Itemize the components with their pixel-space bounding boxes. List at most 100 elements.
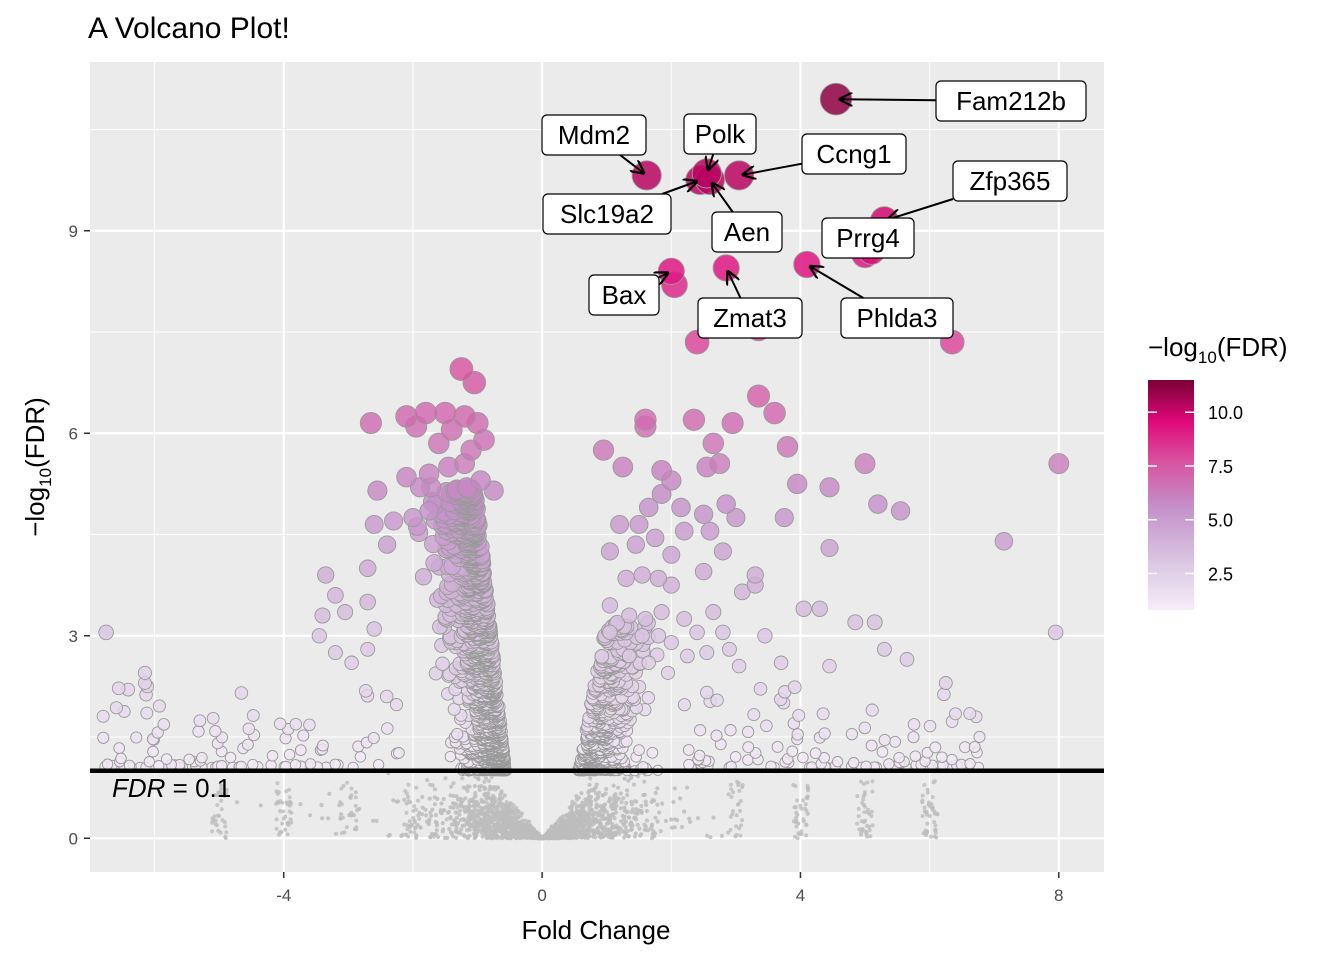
nonsig-point [428,810,433,815]
nonsig-point [554,827,560,833]
significant-point [337,604,354,621]
nonsig-point [353,790,358,795]
nonsig-point [477,816,482,821]
nonsig-point [479,806,484,811]
nonsig-point [502,827,507,832]
gene-label-bax: Bax [602,280,647,310]
significant-point [196,751,208,764]
nonsig-point [795,836,800,841]
nonsig-point [502,831,507,837]
significant-point [453,405,476,428]
nonsig-point [445,810,451,815]
nonsig-point [416,813,421,818]
nonsig-point [466,809,472,814]
significant-point [246,709,260,722]
nonsig-point [805,811,810,817]
nonsig-point [461,785,466,790]
y-tick-label: 3 [69,627,78,646]
nonsig-point [639,803,644,809]
significant-point [612,456,634,478]
nonsig-point [408,829,413,834]
significant-point [994,532,1014,551]
significant-point [820,538,839,558]
nonsig-point [281,809,286,814]
nonsig-point [274,817,279,822]
nonsig-point [498,812,503,817]
nonsig-point [215,803,220,807]
nonsig-point [592,830,597,835]
significant-point [359,593,376,611]
significant-point [311,628,327,644]
nonsig-point [634,799,639,804]
significant-point [633,744,645,756]
nonsig-point [463,796,468,801]
nonsig-point [925,790,930,795]
significant-point [702,432,725,455]
nonsig-point [862,810,867,815]
nonsig-point [801,819,806,824]
significant-point [403,508,423,528]
x-tick-label: 0 [537,886,546,905]
significant-point [354,751,367,763]
significant-point [964,758,976,770]
nonsig-point [920,793,925,798]
nonsig-point [409,823,414,828]
nonsig-point [719,833,725,839]
nonsig-point [576,810,581,815]
significant-point [923,719,937,733]
nonsig-point [600,805,606,810]
nonsig-point [461,833,466,838]
nonsig-point [214,823,219,828]
nonsignificant-points [210,769,940,841]
nonsig-point [391,798,396,803]
significant-point [760,719,773,733]
nonsig-point [458,803,463,808]
nonsig-point [632,810,638,816]
gene-label-box-aen [711,211,783,253]
significant-point [364,514,384,534]
nonsig-point [588,776,593,781]
nonsig-point [605,821,611,826]
nonsig-point [862,790,867,794]
nonsig-point [678,796,683,801]
significant-point [771,740,784,753]
fdr-threshold-label-rest: = 0.1 [165,773,231,803]
nonsig-point [553,836,559,841]
nonsig-point [275,781,280,786]
nonsig-point [575,818,580,823]
nonsig-point [537,834,542,839]
significant-point [776,436,799,458]
significant-point [358,683,373,698]
x-tick-label: 4 [796,886,805,905]
nonsig-point [603,791,608,796]
significant-point [377,535,397,554]
significant-point [297,729,310,742]
significant-point [367,480,388,501]
significant-point [449,357,474,382]
nonsig-point [448,815,453,820]
significant-point [384,511,404,531]
nonsig-point [610,813,615,818]
gene-arrow-mdm2 [619,154,644,173]
nonsig-point [496,801,501,806]
significant-point [763,401,786,425]
nonsig-point [470,809,475,814]
significant-point [96,709,110,723]
nonsig-point [465,784,470,789]
nonsig-point [274,826,279,831]
gene-arrow-bax [659,273,668,277]
nonsig-point [487,803,492,808]
nonsig-point [414,807,418,812]
nonsig-point [731,809,735,813]
nonsig-point [234,800,240,805]
nonsig-point [344,825,349,830]
nonsig-point [429,813,434,819]
nonsig-point [283,814,288,819]
nonsig-point [439,801,444,806]
nonsig-point [803,806,808,811]
significant-point [329,758,341,770]
nonsig-point [405,794,411,800]
significant-point [715,624,731,641]
legend-colorbar [1148,380,1194,610]
nonsig-point [927,814,932,818]
